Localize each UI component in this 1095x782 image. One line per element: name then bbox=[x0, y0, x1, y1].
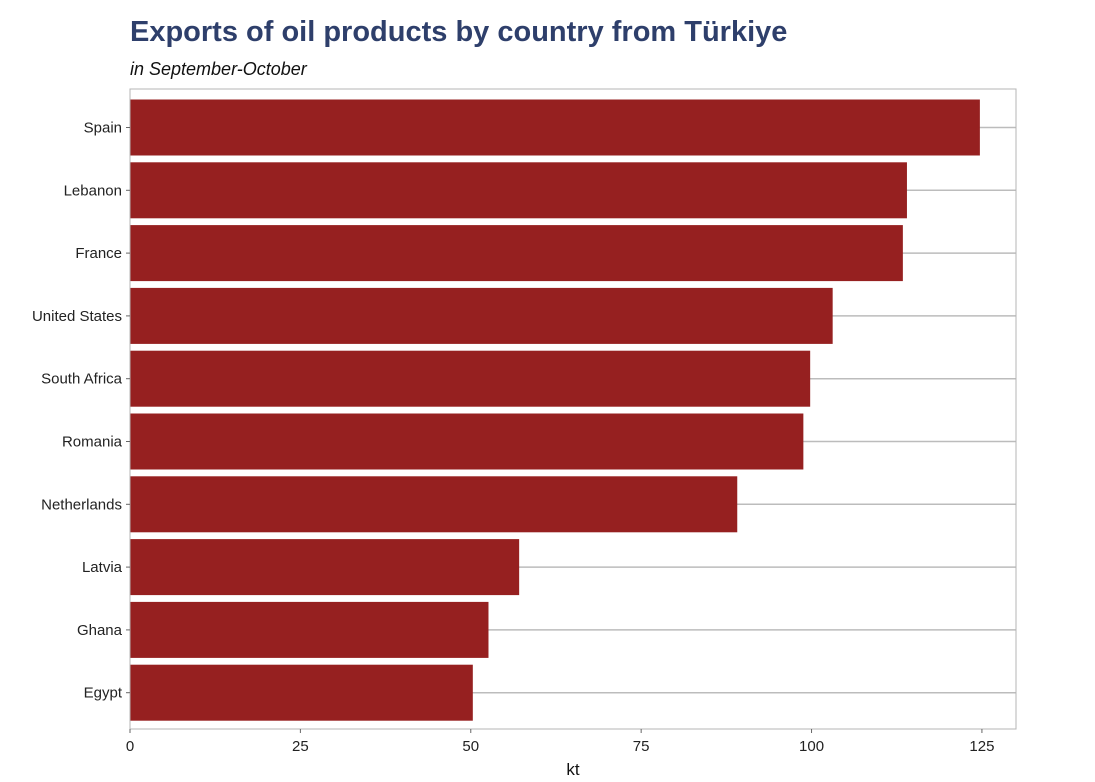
x-tick-label: 50 bbox=[462, 738, 479, 755]
x-tick-label: 75 bbox=[633, 738, 650, 755]
y-tick-label: Ghana bbox=[77, 622, 123, 639]
x-tick-label: 0 bbox=[126, 738, 134, 755]
x-tick-label: 100 bbox=[799, 738, 824, 755]
plot-frame bbox=[129, 88, 1017, 730]
bar-latvia bbox=[130, 539, 520, 596]
bar-lebanon bbox=[130, 162, 907, 219]
y-axis-labels: Spain Lebanon France United States South Afr… bbox=[32, 120, 130, 702]
y-tick-label: Lebanon bbox=[64, 182, 122, 199]
y-tick-label: South Africa bbox=[41, 371, 123, 388]
bar-romania bbox=[130, 413, 804, 470]
chart-subtitle: in September-October bbox=[130, 59, 307, 79]
bar-netherlands bbox=[130, 476, 738, 533]
y-tick-label: Romania bbox=[62, 434, 123, 451]
bar-egypt bbox=[130, 664, 473, 721]
y-tick-label: United States bbox=[32, 308, 122, 325]
x-axis-title: kt bbox=[566, 760, 580, 779]
y-tick-label: France bbox=[75, 245, 122, 262]
chart-title: Exports of oil products by country from … bbox=[130, 16, 788, 48]
y-tick-label: Latvia bbox=[82, 559, 123, 576]
bar-united-states bbox=[130, 287, 833, 344]
bars-layer bbox=[130, 99, 980, 721]
y-tick-label: Netherlands bbox=[41, 496, 122, 513]
bar-ghana bbox=[130, 601, 489, 658]
y-tick-label: Spain bbox=[84, 120, 122, 137]
x-tick-label: 125 bbox=[969, 738, 994, 755]
x-axis: 0 25 50 75 100 125 bbox=[126, 729, 994, 755]
bar-spain bbox=[130, 99, 980, 156]
y-tick-label: Egypt bbox=[84, 685, 123, 702]
bar-france bbox=[130, 225, 903, 282]
bar-south-africa bbox=[130, 350, 811, 407]
x-tick-label: 25 bbox=[292, 738, 309, 755]
